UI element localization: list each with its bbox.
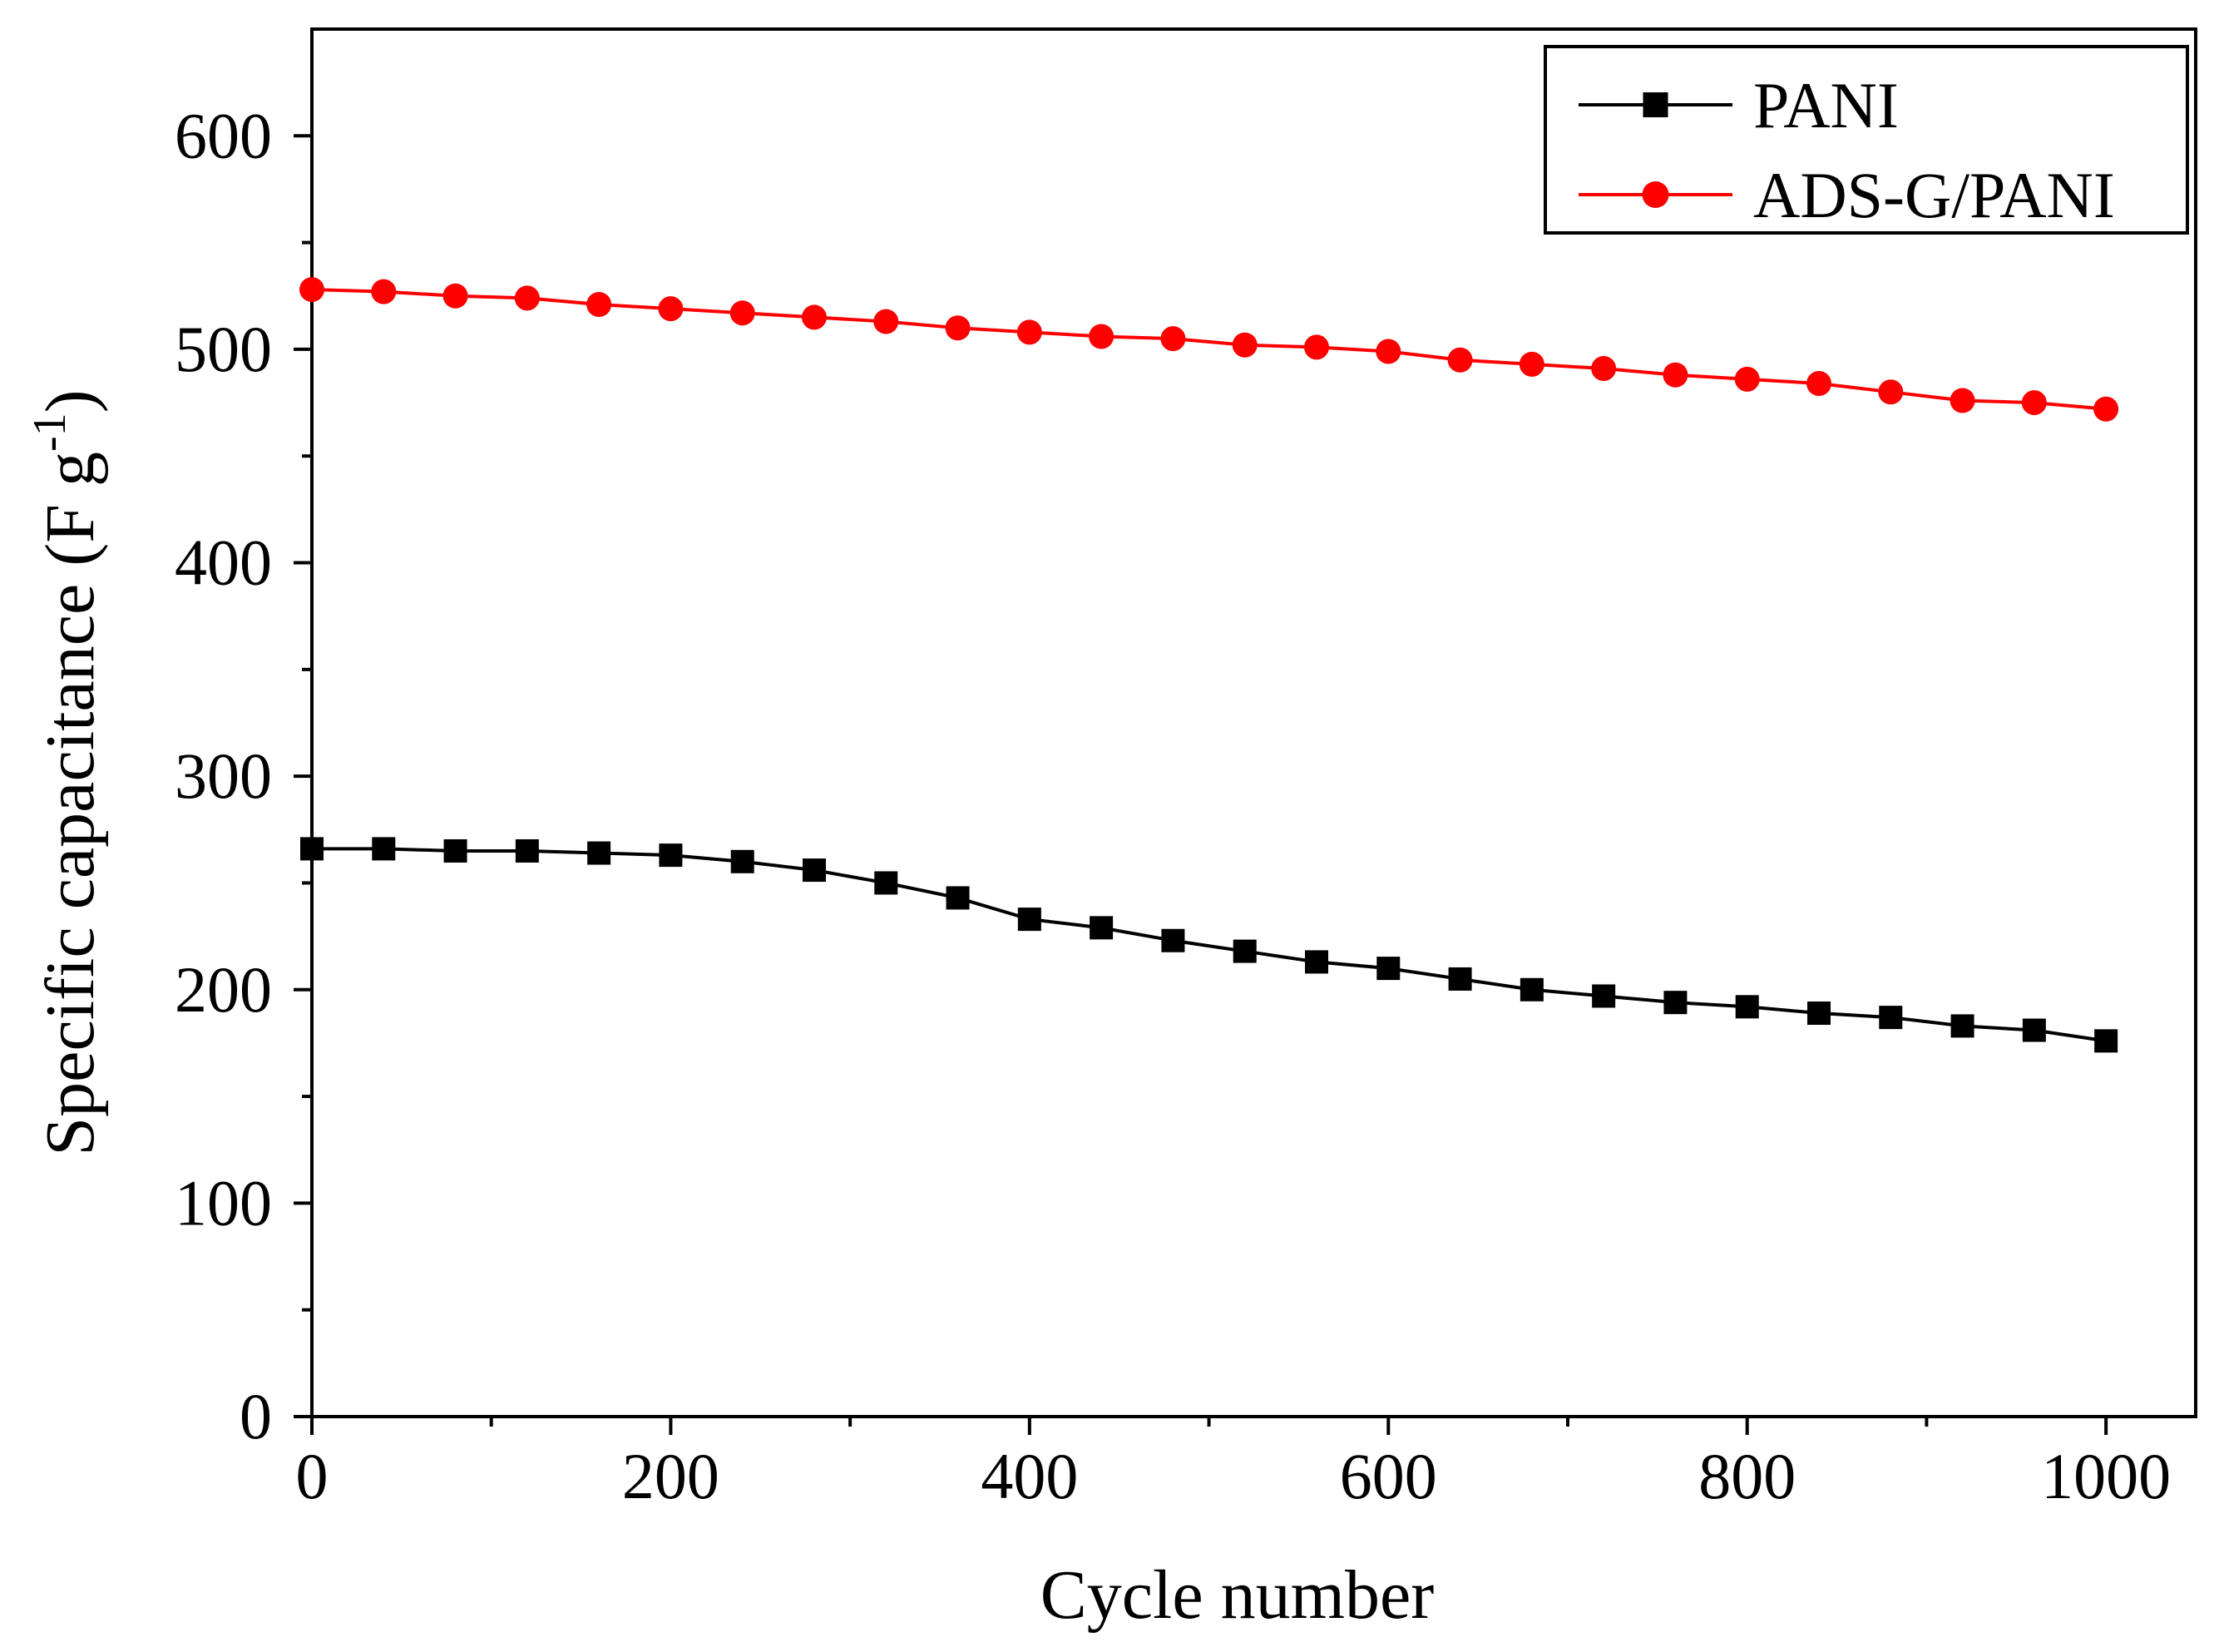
data-point — [873, 309, 899, 334]
data-point — [2093, 396, 2119, 422]
data-point — [730, 849, 754, 873]
y-axis: 0 100 200 300 400 500 600 — [175, 99, 312, 1452]
y-axis-title-main: Specific capacitance (F g — [32, 452, 109, 1156]
data-point — [1807, 1001, 1831, 1025]
data-point — [1232, 332, 1258, 358]
series-line — [312, 847, 2107, 1043]
x-tick-label: 400 — [981, 1440, 1078, 1512]
data-point — [2021, 390, 2047, 416]
data-point — [874, 871, 898, 895]
data-point — [659, 843, 683, 868]
data-point — [1447, 347, 1473, 373]
plot-border — [310, 27, 2197, 1418]
legend-label: ADS-G/PANI — [1753, 159, 2115, 231]
y-tick-label: 600 — [175, 99, 272, 171]
data-point — [587, 841, 611, 865]
series-ads-g-pani — [299, 277, 2119, 422]
data-point — [443, 838, 467, 863]
legend-label: PANI — [1753, 69, 1899, 141]
data-point — [946, 886, 970, 910]
x-axis: 0 200 400 600 800 1000 — [296, 1417, 2171, 1512]
data-point — [1376, 339, 1401, 364]
y-tick-label: 400 — [175, 527, 272, 599]
y-axis-title-superscript: -1 — [24, 413, 76, 452]
data-point — [1735, 995, 1759, 1019]
x-tick-label: 600 — [1340, 1440, 1437, 1512]
data-point — [515, 838, 539, 863]
data-point — [1017, 908, 1041, 932]
data-point — [1305, 950, 1328, 974]
data-point — [1950, 1014, 1974, 1038]
data-point — [1879, 1006, 1903, 1030]
data-point — [1233, 939, 1257, 963]
data-point — [1878, 379, 1904, 405]
x-tick-label: 0 — [296, 1440, 329, 1512]
data-point — [1448, 967, 1472, 991]
data-point — [1663, 362, 1688, 388]
data-point — [1592, 984, 1616, 1008]
data-point — [803, 858, 826, 883]
data-point — [1161, 928, 1185, 952]
x-tick-label: 200 — [622, 1440, 719, 1512]
data-point — [802, 304, 827, 330]
x-axis-title: Cycle number — [1040, 1556, 1435, 1634]
data-point — [729, 300, 755, 326]
data-point — [1806, 370, 1831, 396]
data-point — [1090, 916, 1114, 940]
data-point — [371, 279, 397, 304]
y-tick-label: 300 — [175, 739, 272, 812]
data-point — [372, 837, 396, 861]
series-line — [311, 288, 2107, 411]
data-point — [945, 315, 971, 341]
data-point — [1663, 991, 1688, 1015]
data-point — [1734, 366, 1760, 392]
y-tick-label: 0 — [240, 1380, 272, 1452]
data-point — [1089, 324, 1114, 349]
data-point — [1520, 977, 1544, 1002]
y-tick-label: 200 — [175, 953, 272, 1026]
legend-marker — [1642, 181, 1669, 208]
data-point — [658, 296, 684, 322]
data-point — [1304, 334, 1329, 360]
data-point — [586, 292, 612, 318]
y-axis-title-close: ) — [32, 389, 109, 413]
data-point — [1591, 356, 1617, 382]
data-point — [1016, 319, 1042, 345]
data-point — [514, 285, 540, 311]
x-tick-label: 800 — [1698, 1440, 1796, 1512]
data-point — [1519, 351, 1544, 377]
data-point — [1376, 957, 1401, 981]
data-point — [2022, 1018, 2046, 1042]
data-point — [2094, 1029, 2118, 1053]
series-pani — [300, 837, 2118, 1053]
data-point — [1950, 388, 1975, 413]
data-point — [442, 283, 468, 309]
legend: PANI ADS-G/PANI — [1544, 45, 2189, 235]
data-point — [300, 837, 324, 861]
x-tick-label: 1000 — [2041, 1440, 2171, 1512]
y-tick-label: 100 — [175, 1166, 272, 1239]
y-tick-label: 500 — [175, 313, 272, 385]
series-layer — [299, 277, 2119, 1053]
legend-marker — [1643, 92, 1668, 117]
data-point — [299, 277, 324, 303]
plot-frame — [310, 27, 2197, 1418]
data-point — [1160, 326, 1186, 352]
y-axis-title: Specific capacitance (F g-1) — [24, 389, 109, 1155]
